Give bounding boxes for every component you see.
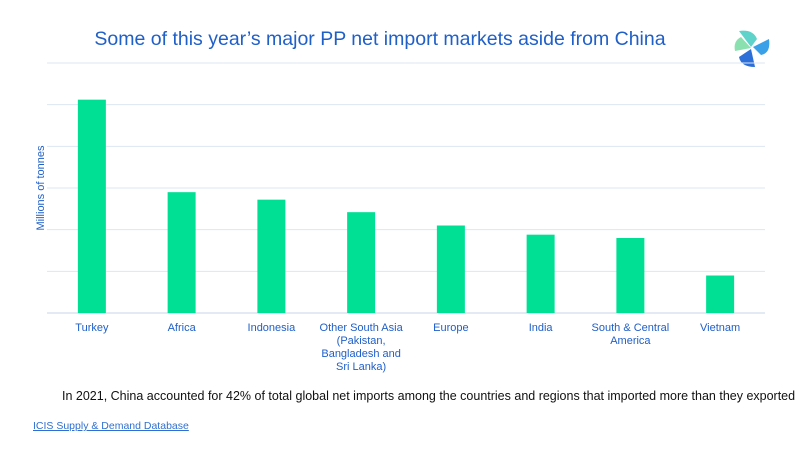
x-tick-label: Other South Asia (Pakistan, Bangladesh and… <box>320 322 404 373</box>
bar <box>167 192 196 313</box>
chart-title: Some of this year’s major PP net import … <box>94 28 666 50</box>
bar <box>526 234 555 313</box>
footnote: In 2021, China accounted for 42% of tota… <box>62 389 796 403</box>
bar <box>347 212 376 313</box>
bar-chart: Turkey Africa Indonesia Other South Asia (Pa… <box>47 62 765 373</box>
bar <box>257 199 286 313</box>
x-tick-label: Vietnam <box>700 322 740 334</box>
x-tick-label: Indonesia <box>248 322 297 334</box>
bar <box>616 238 645 313</box>
bar <box>706 275 735 313</box>
x-tick-label: India <box>529 322 554 334</box>
x-tick-label: Turkey <box>75 322 109 334</box>
x-tick-label: Africa <box>168 322 197 334</box>
bar <box>77 99 106 314</box>
x-tick-label: Europe <box>433 322 468 334</box>
source-link[interactable]: ICIS Supply & Demand Database <box>33 420 189 432</box>
x-tick-label: South & Central America <box>592 322 670 347</box>
bar <box>436 225 465 313</box>
